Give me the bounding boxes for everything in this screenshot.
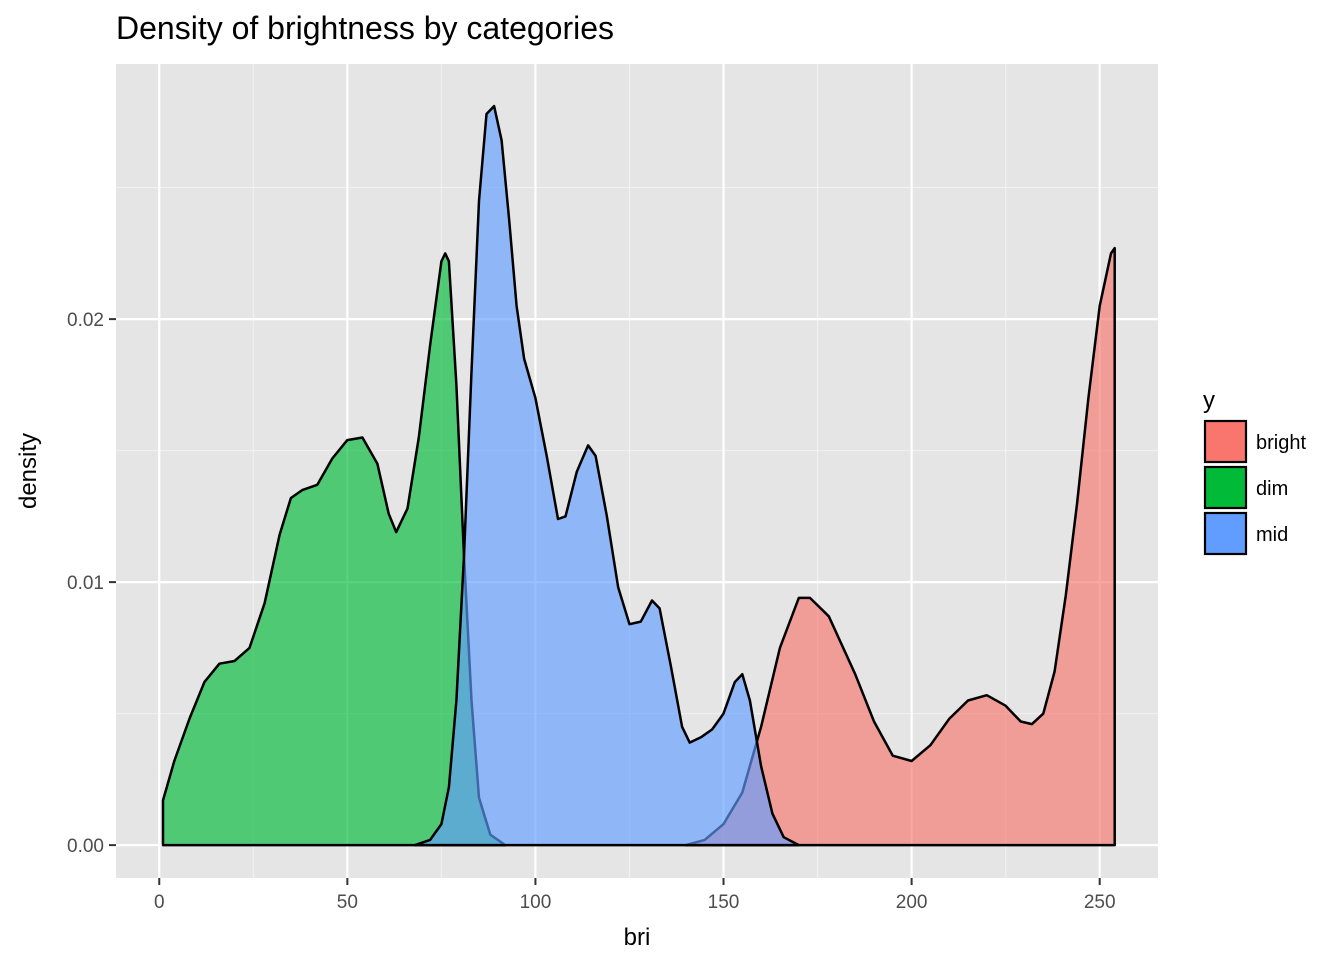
- x-axis-title: bri: [624, 924, 651, 951]
- y-axis-title: density: [15, 433, 42, 509]
- x-tick-label: 200: [896, 892, 928, 913]
- legend-label-dim: dim: [1256, 478, 1288, 500]
- x-tick-label: 250: [1084, 892, 1116, 913]
- x-tick-label: 100: [520, 892, 552, 913]
- y-axis: 0.00 0.01 0.02: [67, 310, 116, 857]
- density-areas: [161, 104, 1116, 847]
- density-area-dim: [161, 252, 507, 847]
- x-tick-label: 50: [337, 892, 358, 913]
- x-axis: 0 50 100 150 200 250: [154, 878, 1116, 913]
- chart-title: Density of brightness by categories: [116, 10, 614, 46]
- legend-swatch-mid: [1203, 511, 1248, 556]
- y-tick-label: 0.00: [67, 836, 104, 857]
- legend-label-bright: bright: [1256, 432, 1306, 454]
- density-area-bright: [684, 246, 1116, 847]
- density-area-mid: [413, 104, 801, 847]
- legend-label-mid: mid: [1256, 524, 1288, 546]
- legend-swatch-dim: [1203, 465, 1248, 510]
- y-tick-label: 0.02: [67, 310, 104, 331]
- legend-swatch-bright: [1203, 419, 1248, 464]
- x-tick-label: 150: [708, 892, 740, 913]
- legend: y bright dim mid: [1203, 387, 1306, 556]
- y-tick-label: 0.01: [67, 573, 104, 594]
- legend-title: y: [1203, 387, 1215, 414]
- x-tick-label: 0: [154, 892, 165, 913]
